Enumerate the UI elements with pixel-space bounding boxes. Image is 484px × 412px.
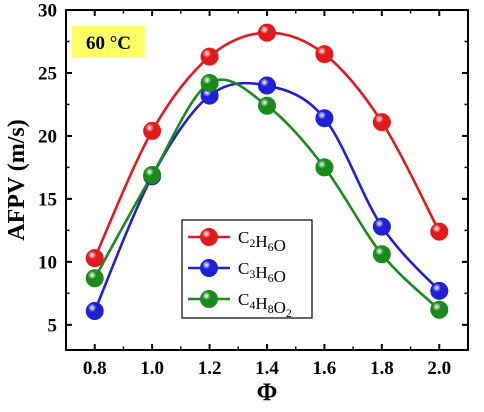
y-tick-label: 30 bbox=[38, 1, 57, 22]
axes: 0.8 1.0 1.2 1.4 1.6 1.8 2.0 5 10 15 20 25 30 bbox=[38, 1, 468, 379]
x-tick-label: 2.0 bbox=[427, 358, 451, 379]
x-tick-label: 1.8 bbox=[370, 358, 394, 379]
x-tick-label: 1.6 bbox=[313, 358, 337, 379]
y-tick-label: 20 bbox=[38, 126, 57, 147]
data-point-C2H6O bbox=[85, 249, 104, 268]
x-tick-label: 1.0 bbox=[140, 358, 164, 379]
x-tick-label: 0.8 bbox=[83, 358, 107, 379]
data-point-C4H8O2 bbox=[85, 269, 104, 288]
data-point-C2H6O bbox=[258, 23, 276, 42]
data-point-C2H6O bbox=[143, 121, 162, 140]
y-tick-label: 5 bbox=[48, 315, 58, 336]
y-axis-label: AFPV (m/s) bbox=[4, 119, 30, 241]
data-point-C4H8O2 bbox=[430, 300, 449, 319]
x-axis-label: Φ bbox=[257, 379, 278, 406]
legend-marker-C4H8O2 bbox=[200, 290, 218, 308]
data-point-C2H6O bbox=[372, 113, 391, 132]
data-point-C4H8O2 bbox=[143, 165, 162, 184]
annotation-text: 60 °C bbox=[86, 33, 131, 54]
y-tick-label: 15 bbox=[38, 189, 57, 210]
data-point-C3H6O bbox=[258, 76, 276, 95]
data-point-C3H6O bbox=[315, 109, 334, 128]
data-point-C4H8O2 bbox=[200, 74, 219, 93]
x-tick-label: 1.4 bbox=[255, 358, 279, 379]
legend-label-C2H6O: C2H6O bbox=[238, 228, 286, 255]
data-point-C2H6O bbox=[315, 45, 334, 64]
data-point-C2H6O bbox=[200, 47, 219, 66]
legend-label-C4H8O2: C4H8O2 bbox=[238, 290, 292, 320]
legend-marker-C2H6O bbox=[200, 228, 218, 246]
data-point-C4H8O2 bbox=[315, 158, 334, 177]
x-tick-label: 1.2 bbox=[198, 358, 222, 379]
data-point-C2H6O bbox=[430, 222, 449, 241]
legend: C2H6O C3H6O C4H8O2 bbox=[181, 219, 313, 320]
legend-label-C3H6O: C3H6O bbox=[238, 259, 286, 286]
data-point-C4H8O2 bbox=[372, 245, 391, 264]
data-point-C3H6O bbox=[372, 217, 391, 236]
data-point-C4H8O2 bbox=[258, 96, 276, 115]
y-tick-label: 10 bbox=[38, 252, 57, 273]
temperature-annotation: 60 °C bbox=[72, 26, 145, 58]
data-point-C3H6O bbox=[430, 281, 449, 300]
y-tick-label: 25 bbox=[38, 63, 57, 84]
legend-marker-C3H6O bbox=[200, 259, 218, 277]
data-point-C3H6O bbox=[85, 301, 104, 320]
annotation-box bbox=[72, 26, 145, 58]
series-markers bbox=[85, 23, 449, 320]
